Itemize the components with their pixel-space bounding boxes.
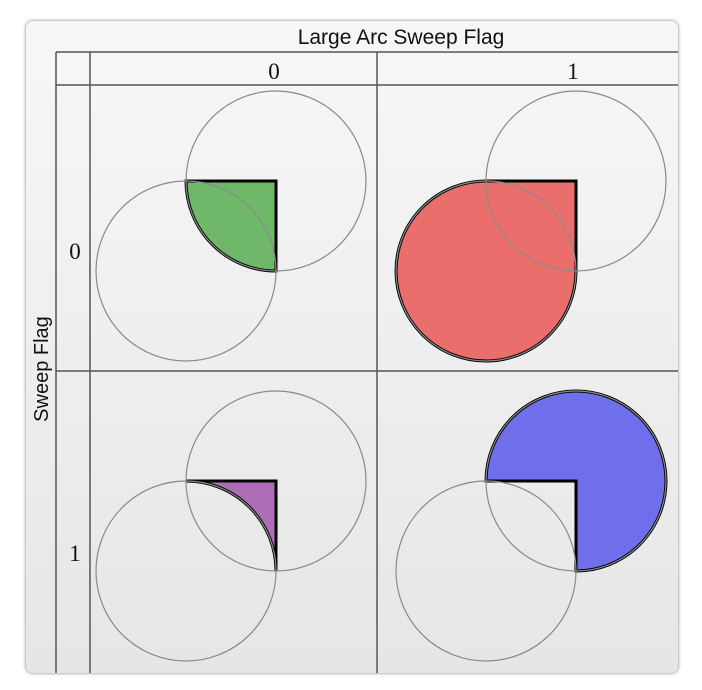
arc-shape-blue [484, 389, 668, 573]
guide-circle [95, 480, 277, 662]
guide-circle [395, 180, 577, 362]
sweep-flag-header: Sweep Flag [31, 316, 53, 422]
cell-large0-sweep1 [95, 390, 367, 662]
guide-circle [395, 480, 577, 662]
grid-lines [55, 51, 678, 673]
large-arc-flag-header: Large Arc Sweep Flag [298, 26, 505, 49]
cell-large0-sweep0 [95, 90, 367, 362]
row-label-1: 1 [69, 541, 81, 566]
arc-flags-diagram: Large Arc Sweep Flag Sweep Flag 0 1 0 1 [31, 26, 678, 673]
cell-large1-sweep0 [394, 90, 667, 363]
guide-circle [95, 180, 277, 362]
arc-shape-purple [185, 479, 278, 572]
cell-large1-sweep1 [395, 389, 668, 662]
row-label-0: 0 [69, 239, 81, 264]
arc-shape-green [184, 179, 278, 273]
column-label-0: 0 [268, 59, 280, 84]
diagram-frame: Large Arc Sweep Flag Sweep Flag 0 1 0 1 [25, 20, 679, 674]
arc-shape-red [394, 179, 578, 363]
column-label-1: 1 [567, 59, 579, 84]
